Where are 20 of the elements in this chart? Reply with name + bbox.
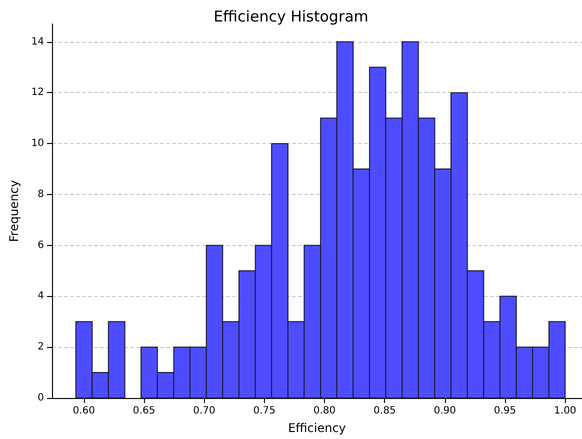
- x-tick-label: 0.95: [494, 406, 516, 416]
- x-tick-label: 0.90: [434, 406, 456, 416]
- x-tick-label: 0.65: [132, 406, 156, 416]
- y-tick-label: 6: [38, 240, 44, 251]
- chart-title: Efficiency Histogram: [214, 8, 368, 26]
- y-tick-label: 10: [31, 138, 44, 150]
- x-tick-label: 0.80: [313, 406, 336, 416]
- y-tick-label: 2: [38, 342, 44, 353]
- y-tick-label: 4: [38, 290, 44, 302]
- y-tick-label: 14: [31, 36, 44, 48]
- x-tick-label: 0.60: [72, 406, 96, 416]
- x-tick-label: 0.70: [193, 406, 216, 416]
- y-tick-label: 12: [31, 87, 44, 98]
- y-tick-label: 0: [38, 392, 44, 404]
- x-tick-label: 0.75: [253, 406, 276, 416]
- y-axis-title: Frequency: [7, 180, 21, 242]
- x-tick-label: 0.85: [374, 406, 396, 416]
- x-axis-title: Efficiency: [288, 421, 346, 435]
- y-tick-label: 8: [38, 188, 44, 200]
- x-tick-label: 1.00: [554, 406, 576, 416]
